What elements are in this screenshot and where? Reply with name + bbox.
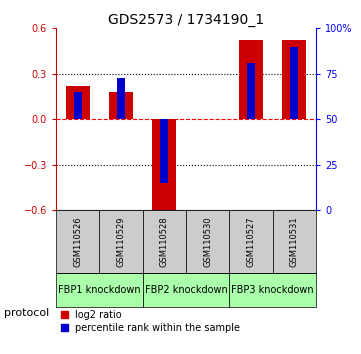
Text: FBP1 knockdown: FBP1 knockdown: [58, 285, 140, 295]
Text: GSM110526: GSM110526: [73, 216, 82, 267]
Bar: [143, 273, 229, 307]
Bar: [239, 40, 263, 119]
Bar: [229, 210, 273, 273]
Bar: [290, 46, 298, 119]
Legend: log2 ratio, percentile rank within the sample: log2 ratio, percentile rank within the s…: [61, 310, 240, 333]
Text: FBP2 knockdown: FBP2 knockdown: [144, 285, 227, 295]
Bar: [143, 210, 186, 273]
Title: GDS2573 / 1734190_1: GDS2573 / 1734190_1: [108, 13, 264, 27]
Bar: [186, 210, 229, 273]
Bar: [99, 210, 143, 273]
Text: GSM110531: GSM110531: [290, 216, 299, 267]
Text: FBP3 knockdown: FBP3 knockdown: [231, 285, 314, 295]
Bar: [282, 40, 306, 119]
Bar: [74, 92, 82, 119]
Bar: [66, 86, 90, 119]
Text: GSM110527: GSM110527: [247, 216, 255, 267]
Text: GSM110528: GSM110528: [160, 216, 169, 267]
Bar: [109, 92, 133, 119]
Bar: [229, 273, 316, 307]
Bar: [160, 119, 168, 183]
Text: GSM110529: GSM110529: [117, 216, 125, 267]
Bar: [56, 273, 143, 307]
Bar: [273, 210, 316, 273]
Text: protocol: protocol: [4, 308, 49, 318]
Bar: [247, 63, 255, 119]
Bar: [152, 119, 176, 213]
Bar: [117, 78, 125, 119]
Bar: [56, 210, 99, 273]
Text: GSM110530: GSM110530: [203, 216, 212, 267]
